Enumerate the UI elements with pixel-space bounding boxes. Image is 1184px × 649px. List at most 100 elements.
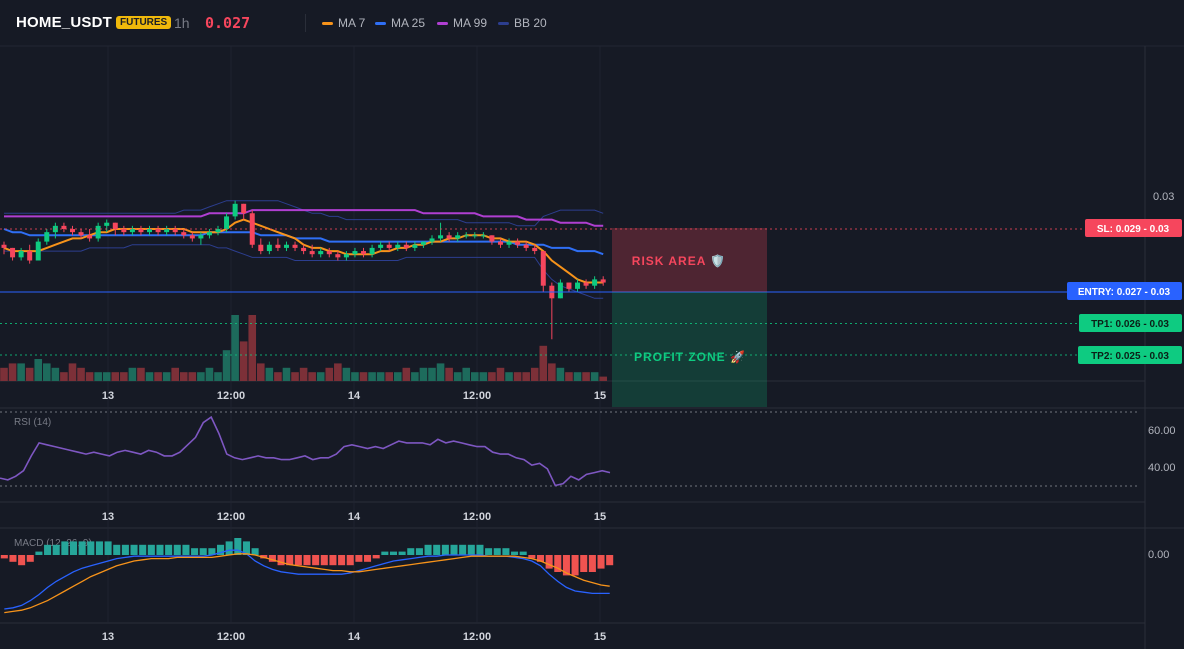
macd-histogram-bar [26, 555, 34, 562]
ma7-line [3, 218, 604, 284]
macd-histogram-bar [398, 551, 406, 555]
candle-body [275, 244, 281, 248]
time-label: 13 [102, 631, 114, 643]
macd-histogram-bar [467, 544, 475, 555]
legend-bb20[interactable]: BB 20 [498, 16, 547, 30]
rsi-tick: 40.00 [1148, 462, 1176, 474]
candle-body [309, 251, 315, 255]
candle-body [266, 244, 272, 252]
macd-histogram-bar [562, 555, 570, 576]
macd-histogram-bar [312, 555, 320, 566]
candle-body [361, 251, 367, 255]
candle-body [446, 235, 452, 239]
macd-histogram-bar [588, 555, 596, 572]
symbol-title[interactable]: HOME_USDT [16, 14, 112, 31]
macd-histogram-bar [165, 544, 173, 555]
candle-body [523, 244, 529, 248]
volume-bar [222, 350, 231, 381]
macd-histogram-bar [407, 548, 415, 555]
candle-body [206, 232, 212, 236]
candle-body [352, 251, 358, 255]
macd-series [0, 538, 614, 614]
macd-histogram-bar [87, 541, 95, 555]
signal-line [4, 553, 610, 614]
legend-ma25[interactable]: MA 25 [375, 16, 425, 30]
candle-body [557, 282, 563, 299]
moving-averages [3, 209, 604, 284]
macd-histogram-bar [61, 541, 69, 555]
macd-title: MACD (12, 26, 9) [14, 538, 92, 549]
volume-bar [505, 372, 513, 381]
volume-bar [496, 367, 505, 381]
macd-histogram-bar [485, 548, 493, 555]
candle-body [343, 254, 349, 258]
macd-histogram-bar [346, 555, 354, 566]
volume-bar [359, 372, 368, 381]
volume-bar [154, 372, 162, 381]
legend-ma99[interactable]: MA 99 [437, 16, 487, 30]
legend-ma25-label: MA 25 [391, 16, 426, 30]
macd-histogram-bar [35, 551, 43, 555]
candle-body [35, 241, 41, 261]
candle-body [18, 251, 24, 258]
candle-body [429, 238, 435, 242]
ma99-line [4, 209, 604, 227]
time-label: 12:00 [463, 390, 491, 402]
rsi-path [0, 415, 611, 487]
volume-bar [102, 372, 111, 381]
time-label: 12:00 [217, 390, 245, 402]
candle-body [249, 213, 255, 245]
volume-bar [539, 345, 548, 381]
macd-histogram-bar [225, 541, 233, 555]
candle-body [283, 244, 289, 248]
volume-bar [462, 367, 471, 381]
macd-histogram-bar [364, 555, 372, 562]
volume-bar [393, 372, 402, 381]
candle-body [232, 203, 238, 217]
candle-body [27, 251, 33, 261]
bb-lower-line [4, 244, 604, 299]
sl-label-bg [1085, 219, 1182, 237]
time-label: 12:00 [463, 631, 491, 643]
trade-levels [0, 228, 1085, 356]
candle-body [532, 247, 538, 252]
candle-body [412, 244, 418, 248]
volume-bar [197, 372, 205, 381]
last-price: 0.027 [205, 14, 251, 32]
timeframe-selector[interactable]: 1h [174, 15, 190, 31]
volume-bar [231, 315, 239, 381]
candle-body [10, 247, 16, 258]
candle-body [241, 203, 247, 214]
ma25-swatch [375, 21, 386, 25]
candle-body [326, 251, 332, 255]
volume-bar [162, 372, 171, 381]
macd-histogram-bar [441, 544, 449, 555]
macd-histogram-bar [476, 544, 484, 555]
candle-body [1, 244, 7, 248]
volume-bar [51, 367, 60, 381]
legend-ma7[interactable]: MA 7 [322, 16, 365, 30]
macd-histogram-bar [580, 555, 588, 572]
futures-badge: FUTURES [116, 16, 172, 29]
macd-histogram-bar [519, 551, 527, 555]
macd-histogram-bar [9, 555, 17, 562]
candle-body [575, 282, 581, 289]
macd-histogram-bar [139, 544, 147, 555]
volume-bar [428, 367, 436, 381]
candle-body [592, 279, 598, 286]
candle-body [181, 232, 187, 236]
volume-bar [25, 367, 34, 381]
volume-bar [291, 372, 299, 381]
candle-body [215, 229, 221, 233]
volume-bar [522, 372, 530, 381]
macd-histogram-bar [130, 544, 138, 555]
volume-bar [376, 372, 385, 381]
macd-tick: 0.00 [1148, 549, 1169, 561]
entry-label: ENTRY: 0.027 - 0.03 [1078, 287, 1171, 298]
candle-body [472, 235, 478, 237]
tp2-label-bg [1078, 346, 1182, 364]
volume-bar [282, 367, 291, 381]
candle-body [463, 235, 469, 237]
volume-bar [111, 372, 120, 381]
